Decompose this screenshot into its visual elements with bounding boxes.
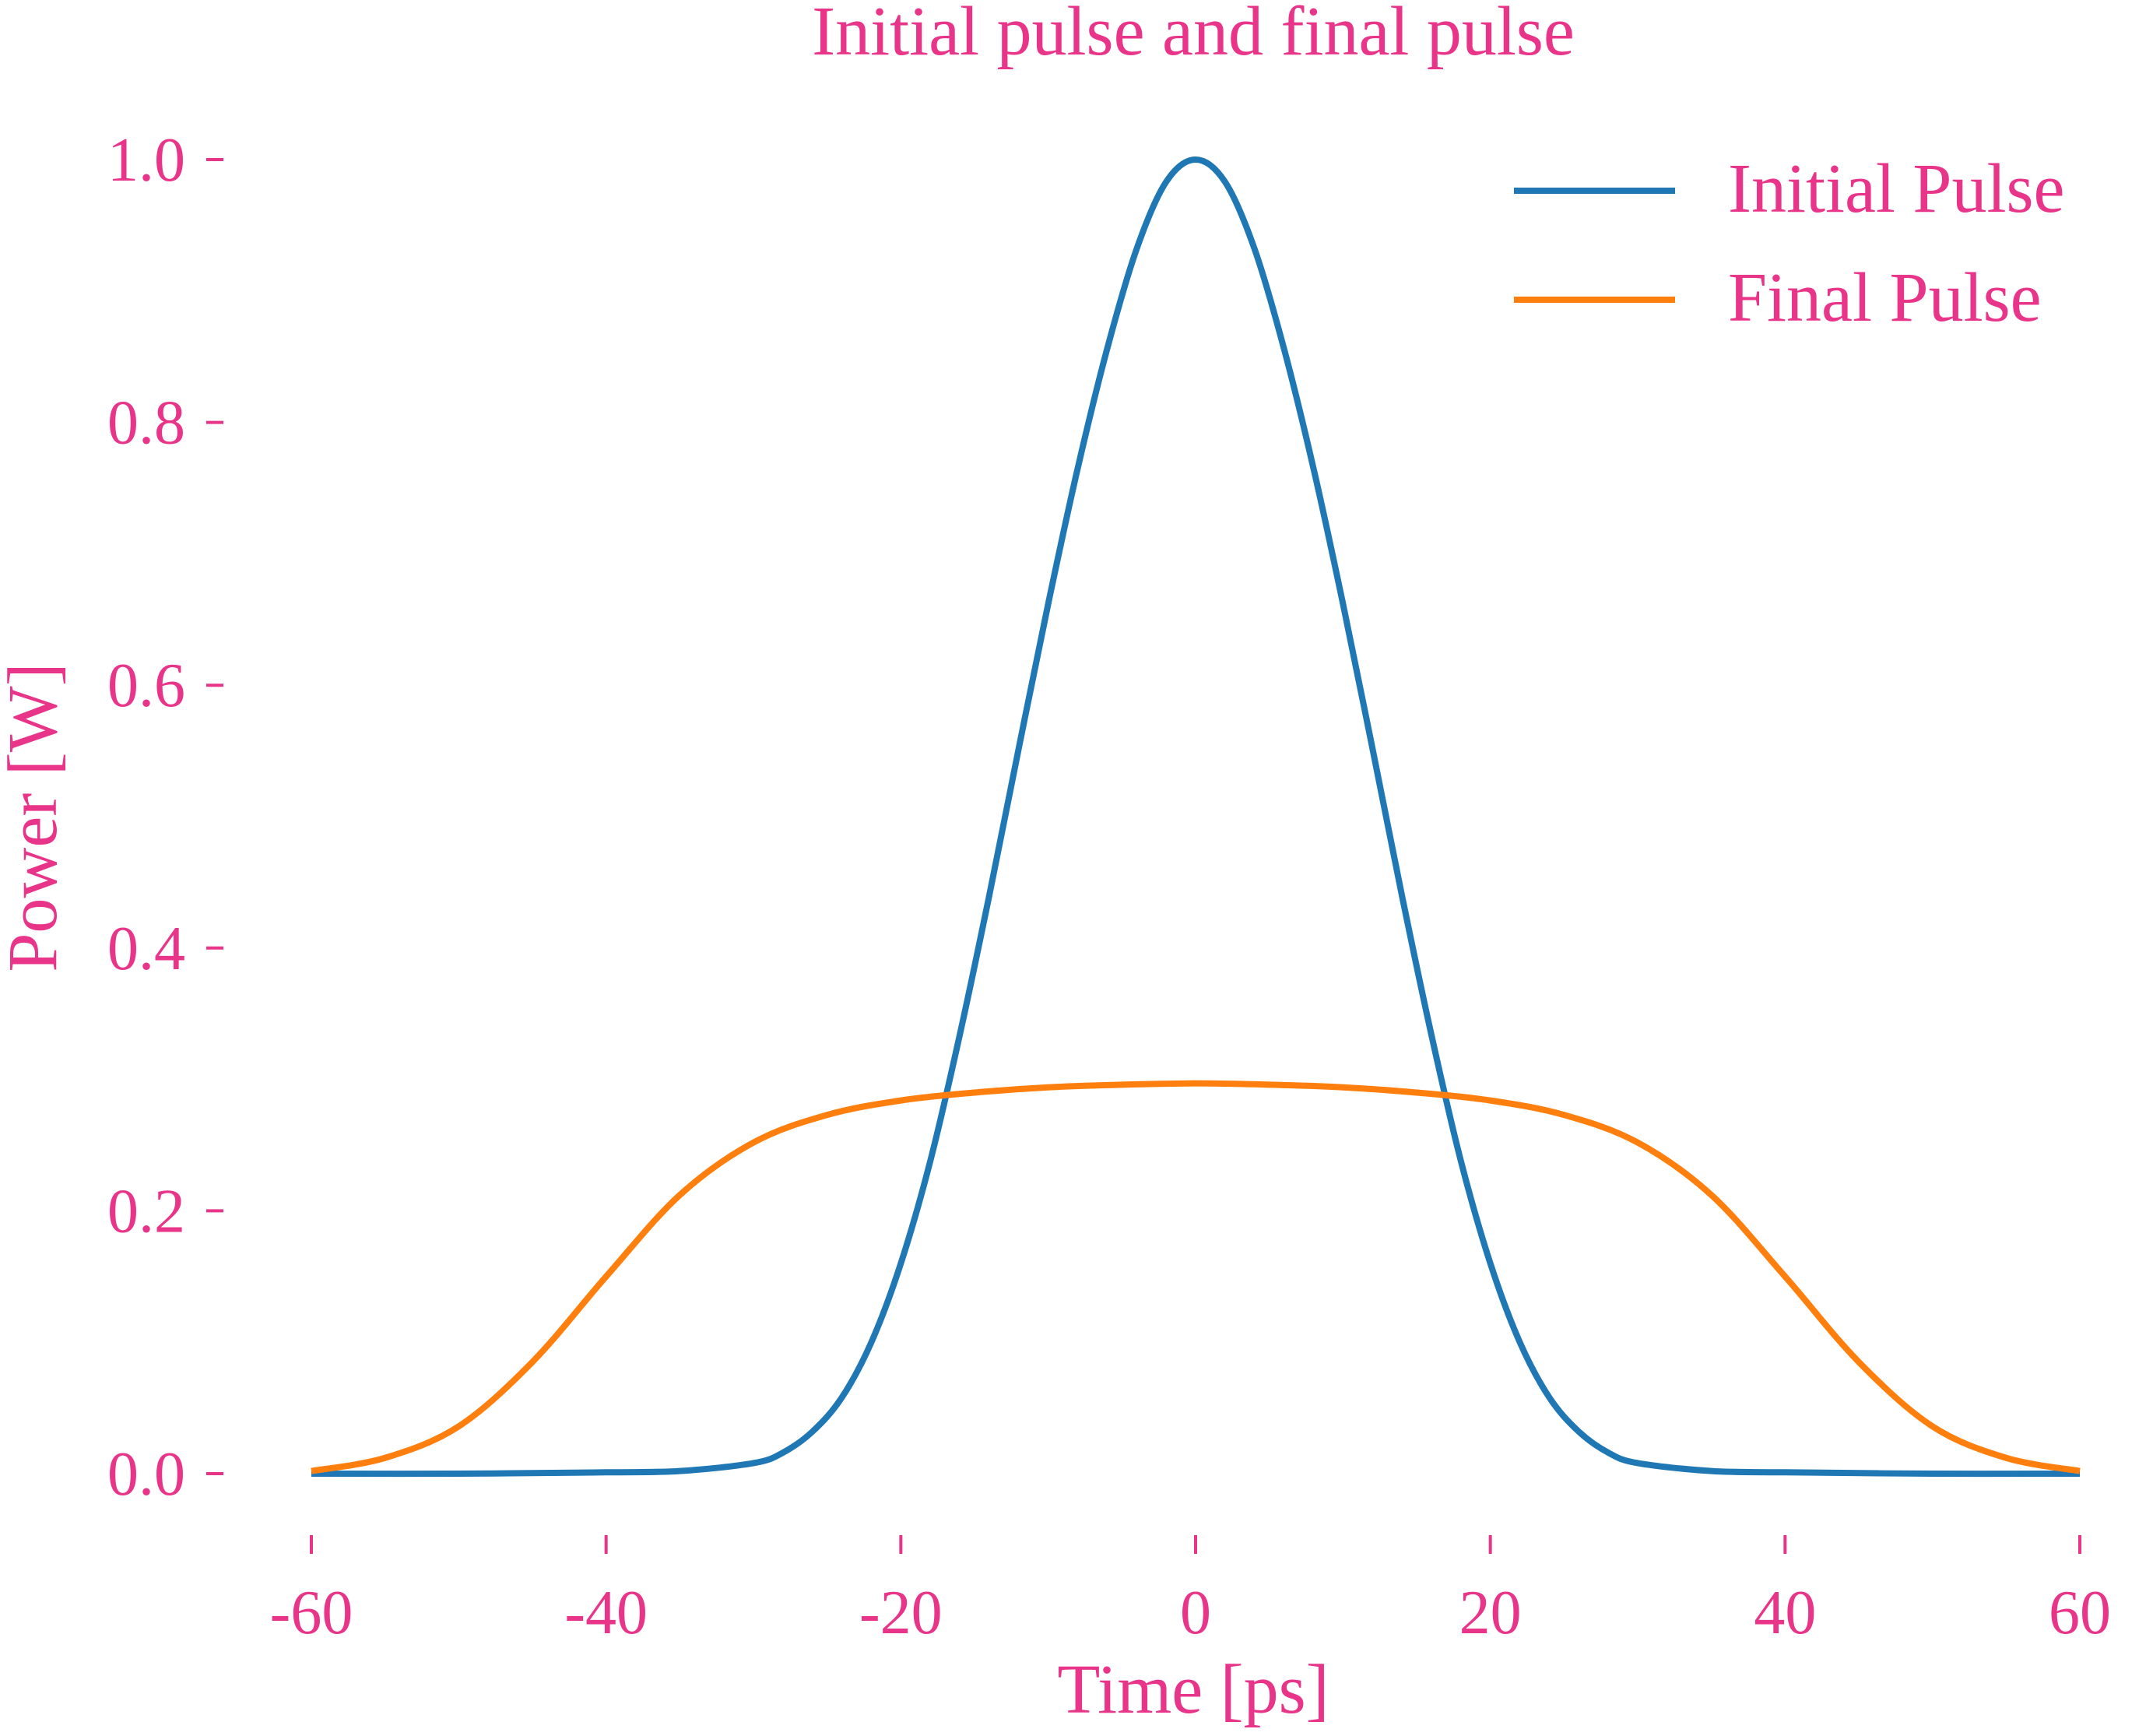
series-line-initial-pulse	[311, 156, 2081, 1478]
x-tick-label: 40	[1754, 1579, 1816, 1647]
x-tick-label: 0	[1180, 1579, 1211, 1647]
series-layer	[311, 156, 2081, 1478]
y-tick-label: 0.2	[107, 1177, 185, 1246]
y-tick-label: 0.8	[107, 389, 185, 458]
chart-title: Initial pulse and final pulse	[812, 0, 1575, 70]
legend: Initial Pulse Final Pulse	[1514, 150, 2064, 336]
x-tick-label: -60	[270, 1579, 353, 1647]
x-tick-label: -40	[564, 1579, 648, 1647]
legend-label: Initial Pulse	[1728, 150, 2064, 227]
y-tick-label: 0.6	[107, 652, 185, 720]
series-line-final-pulse	[311, 1080, 2081, 1474]
x-axis-label: Time [ps]	[1057, 1651, 1329, 1728]
x-tick-label: 60	[2049, 1579, 2111, 1647]
y-tick-label: 0.4	[107, 915, 185, 983]
y-tick-label: 0.0	[107, 1440, 185, 1509]
axis-ticks: -60 -40 -20 0 20 40 60 0.0 0.2 0.4 0.6 0.8 1.0	[107, 126, 2111, 1647]
y-tick-label: 1.0	[107, 126, 185, 195]
x-tick-label: 20	[1459, 1579, 1522, 1647]
x-tick-label: -20	[859, 1579, 943, 1647]
y-axis-label: Power [W]	[0, 662, 72, 972]
legend-label: Final Pulse	[1728, 259, 2042, 336]
